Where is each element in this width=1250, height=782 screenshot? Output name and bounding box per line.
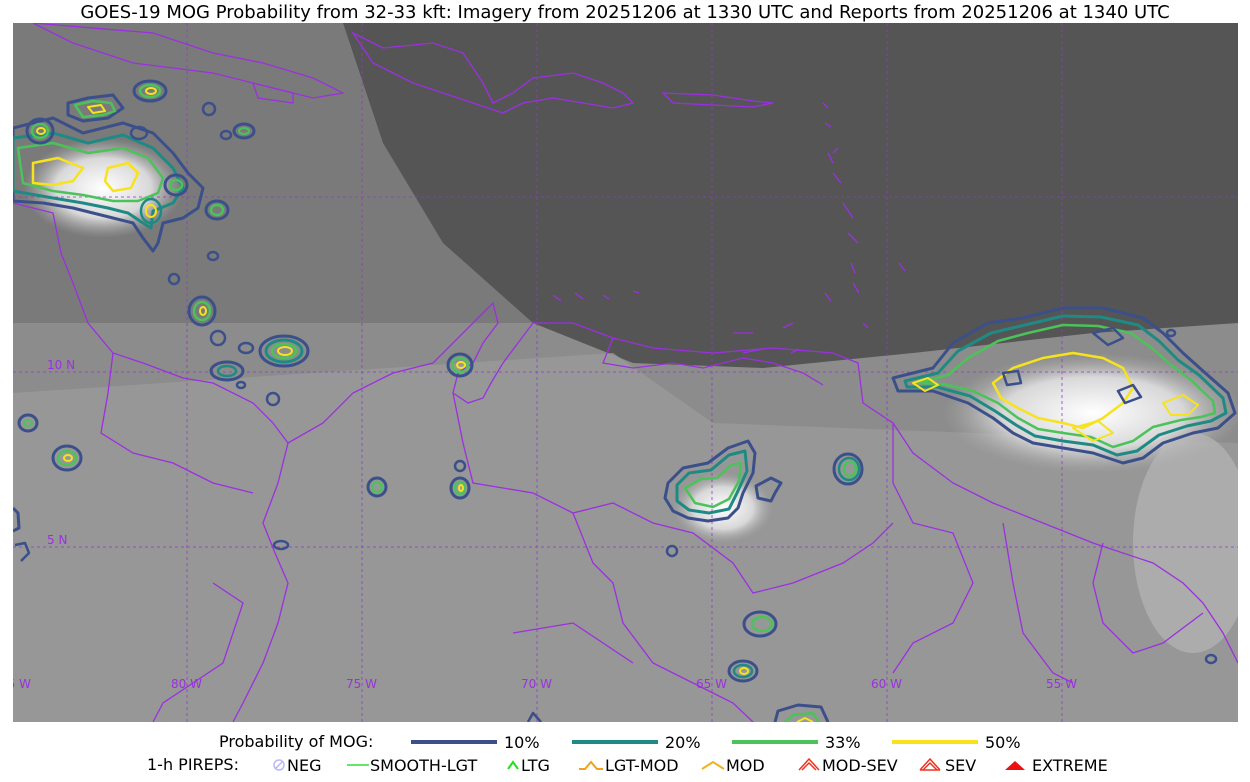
legend-pirep-mod-label: MOD (726, 755, 765, 775)
line-10-icon (411, 740, 497, 744)
legend-pireps-label-text: 1-h PIREPS: (147, 755, 239, 774)
legend-prob-33-label: 33% (825, 732, 861, 752)
imagery-south (13, 353, 1238, 722)
line-50-icon (892, 740, 978, 744)
lon-label-65w: 65 W (696, 677, 727, 691)
lon-label-80w: 80 W (171, 677, 202, 691)
legend-pirep-lgt-mod-label: LGT-MOD (605, 755, 679, 775)
contour-cells-west (13, 295, 474, 562)
legend-pirep-sev: SEV (917, 755, 976, 775)
mod-marker-icon (701, 760, 725, 770)
smooth-lgt-marker-icon (347, 764, 369, 766)
lon-label-85w: 85 W (13, 677, 31, 691)
sev-marker-icon (919, 757, 941, 771)
legend-pireps-label: 1-h PIREPS: (147, 755, 239, 774)
legend-prob-33: 33% (731, 732, 861, 752)
legend-pirep-mod: MOD (700, 755, 765, 775)
lat-label-10n: 10 N (47, 358, 75, 372)
legend-pirep-ltg-label: LTG (521, 755, 550, 775)
legend-pirep-extreme-label: EXTREME (1032, 755, 1108, 775)
legend-prob-10-label: 10% (504, 732, 540, 752)
lgt-mod-marker-icon (579, 760, 603, 770)
line-33-icon (732, 740, 818, 744)
bright-cloud-nw (23, 138, 183, 238)
bright-cloud-center (673, 473, 773, 543)
legend-prob-20: 20% (571, 732, 701, 752)
line-20-icon (572, 740, 658, 744)
coastlines (13, 23, 1238, 722)
legend-pirep-neg-label: NEG (287, 755, 322, 775)
legend-probability: Probability of MOG: 10% 20% 33% 50% (0, 732, 1250, 754)
legend-pirep-sev-label: SEV (945, 755, 977, 775)
extreme-marker-icon (1005, 761, 1025, 770)
contour-cluster-nw (13, 79, 256, 286)
legend-pirep-smooth-lgt: SMOOTH-LGT (346, 755, 477, 775)
satellite-map: 10 N 5 N 85 W 80 W 75 W 70 W 65 W 60 W 5… (13, 23, 1238, 722)
lon-label-70w: 70 W (521, 677, 552, 691)
legend-pirep-lgt-mod: LGT-MOD (577, 755, 679, 775)
imagery-dry-slot (343, 23, 1238, 368)
legend-prob-50-label: 50% (985, 732, 1021, 752)
legend-prob-10: 10% (410, 732, 540, 752)
legend-prob-20-label: 20% (665, 732, 701, 752)
legend-pirep-mod-sev-label: MOD-SEV (822, 755, 898, 775)
lon-label-55w: 55 W (1046, 677, 1077, 691)
legend-pirep-smooth-lgt-label: SMOOTH-LGT (370, 755, 478, 775)
latlon-grid (13, 23, 1238, 722)
bright-cloud-se (1133, 433, 1238, 653)
legend-prob-label-text: Probability of MOG: (219, 732, 374, 751)
mog-contours (13, 79, 1237, 722)
legend-pirep-mod-sev: MOD-SEV (796, 755, 898, 775)
mod-sev-marker-icon (798, 757, 820, 771)
legend-pireps: 1-h PIREPS: NEG SMOOTH-LGT LTG LGT-MOD M… (0, 755, 1250, 777)
contour-cells-central (526, 439, 864, 722)
lon-label-75w: 75 W (346, 677, 377, 691)
legend-pirep-extreme: EXTREME (1002, 755, 1108, 775)
ltg-marker-icon (507, 760, 519, 770)
neg-marker-icon (273, 759, 285, 771)
contour-cluster-east (891, 306, 1237, 665)
lon-label-60w: 60 W (871, 677, 902, 691)
chart-title: GOES-19 MOG Probability from 32-33 kft: … (80, 2, 1170, 23)
lat-label-5n: 5 N (47, 533, 67, 547)
legend-pirep-ltg: LTG (505, 755, 550, 775)
legend-prob-50: 50% (891, 732, 1021, 752)
legend-pirep-neg: NEG (271, 755, 321, 775)
legend-prob-label: Probability of MOG: (219, 732, 373, 751)
